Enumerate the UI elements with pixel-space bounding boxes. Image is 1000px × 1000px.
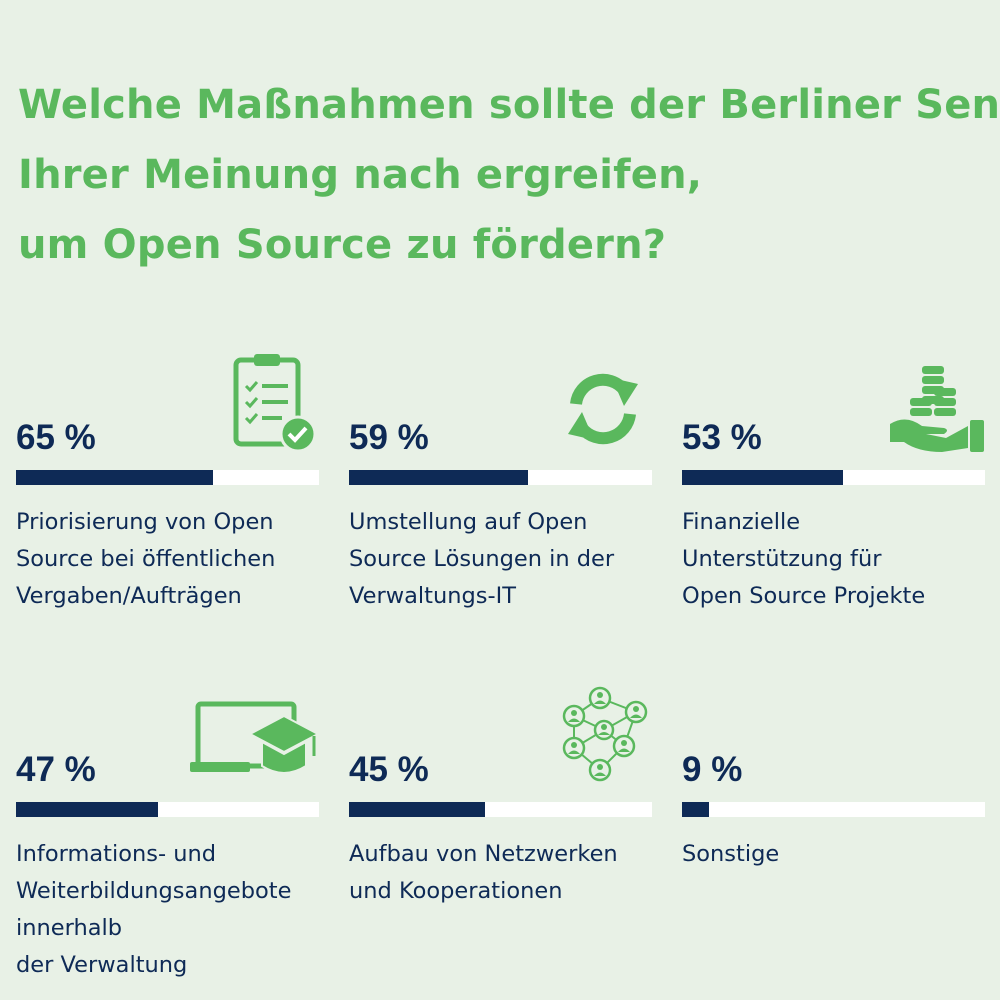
label-line: Umstellung auf Open xyxy=(349,509,588,535)
bar-track xyxy=(16,802,319,817)
label-line: Vergaben/Aufträgen xyxy=(16,583,242,609)
refresh-arrows-icon xyxy=(568,373,638,445)
label-line: Sonstige xyxy=(682,841,780,867)
title-line: Ihrer Meinung nach ergreifen, xyxy=(18,152,703,198)
laptop-graduation-cap-icon xyxy=(190,701,320,774)
percent-label: 9 % xyxy=(682,750,743,789)
percent-label: 53 % xyxy=(682,418,762,457)
clipboard-check-icon xyxy=(233,354,317,452)
bar-track xyxy=(349,470,652,485)
label-line: innerhalb xyxy=(16,915,123,941)
label-line: Source Lösungen in der xyxy=(349,546,615,572)
bar-fill xyxy=(682,470,843,485)
label-line: Unterstützung für xyxy=(682,546,882,572)
bar-track xyxy=(682,802,985,817)
people-network-icon xyxy=(562,686,648,782)
bar-fill xyxy=(682,802,709,817)
label-line: Finanzielle xyxy=(682,509,801,535)
bar-fill xyxy=(349,802,485,817)
label-line: Informations- und xyxy=(16,841,217,867)
category-label: Umstellung auf Open Source Lösungen in d… xyxy=(349,504,659,615)
category-label: Aufbau von Netzwerken und Kooperationen xyxy=(349,836,659,910)
percent-label: 65 % xyxy=(16,418,96,457)
label-line: und Kooperationen xyxy=(349,878,563,904)
label-line: Priorisierung von Open xyxy=(16,509,274,535)
bar-track xyxy=(349,802,652,817)
bar-track xyxy=(682,470,985,485)
percent-label: 45 % xyxy=(349,750,429,789)
bar-fill xyxy=(16,470,213,485)
label-line: Aufbau von Netzwerken xyxy=(349,841,618,867)
hand-coins-icon xyxy=(890,366,984,452)
percent-label: 59 % xyxy=(349,418,429,457)
label-line: Weiterbildungsangebote xyxy=(16,878,292,904)
percent-label: 47 % xyxy=(16,750,96,789)
label-line: der Verwaltung xyxy=(16,952,188,978)
bar-fill xyxy=(16,802,158,817)
label-line: Verwaltungs-IT xyxy=(349,583,517,609)
category-label: Informations- und Weiterbildungsangebote… xyxy=(16,836,326,984)
title-line: um Open Source zu fördern? xyxy=(18,222,667,268)
category-label: Priorisierung von Open Source bei öffent… xyxy=(16,504,326,615)
label-line: Source bei öffentlichen xyxy=(16,546,276,572)
label-line: Open Source Projekte xyxy=(682,583,926,609)
title-line: Welche Maßnahmen sollte der Berliner Sen… xyxy=(18,82,1000,128)
bar-fill xyxy=(349,470,528,485)
category-label: Sonstige xyxy=(682,836,992,873)
page-title: Welche Maßnahmen sollte der Berliner Sen… xyxy=(18,70,1000,280)
category-label: Finanzielle Unterstützung für Open Sourc… xyxy=(682,504,992,615)
bar-track xyxy=(16,470,319,485)
